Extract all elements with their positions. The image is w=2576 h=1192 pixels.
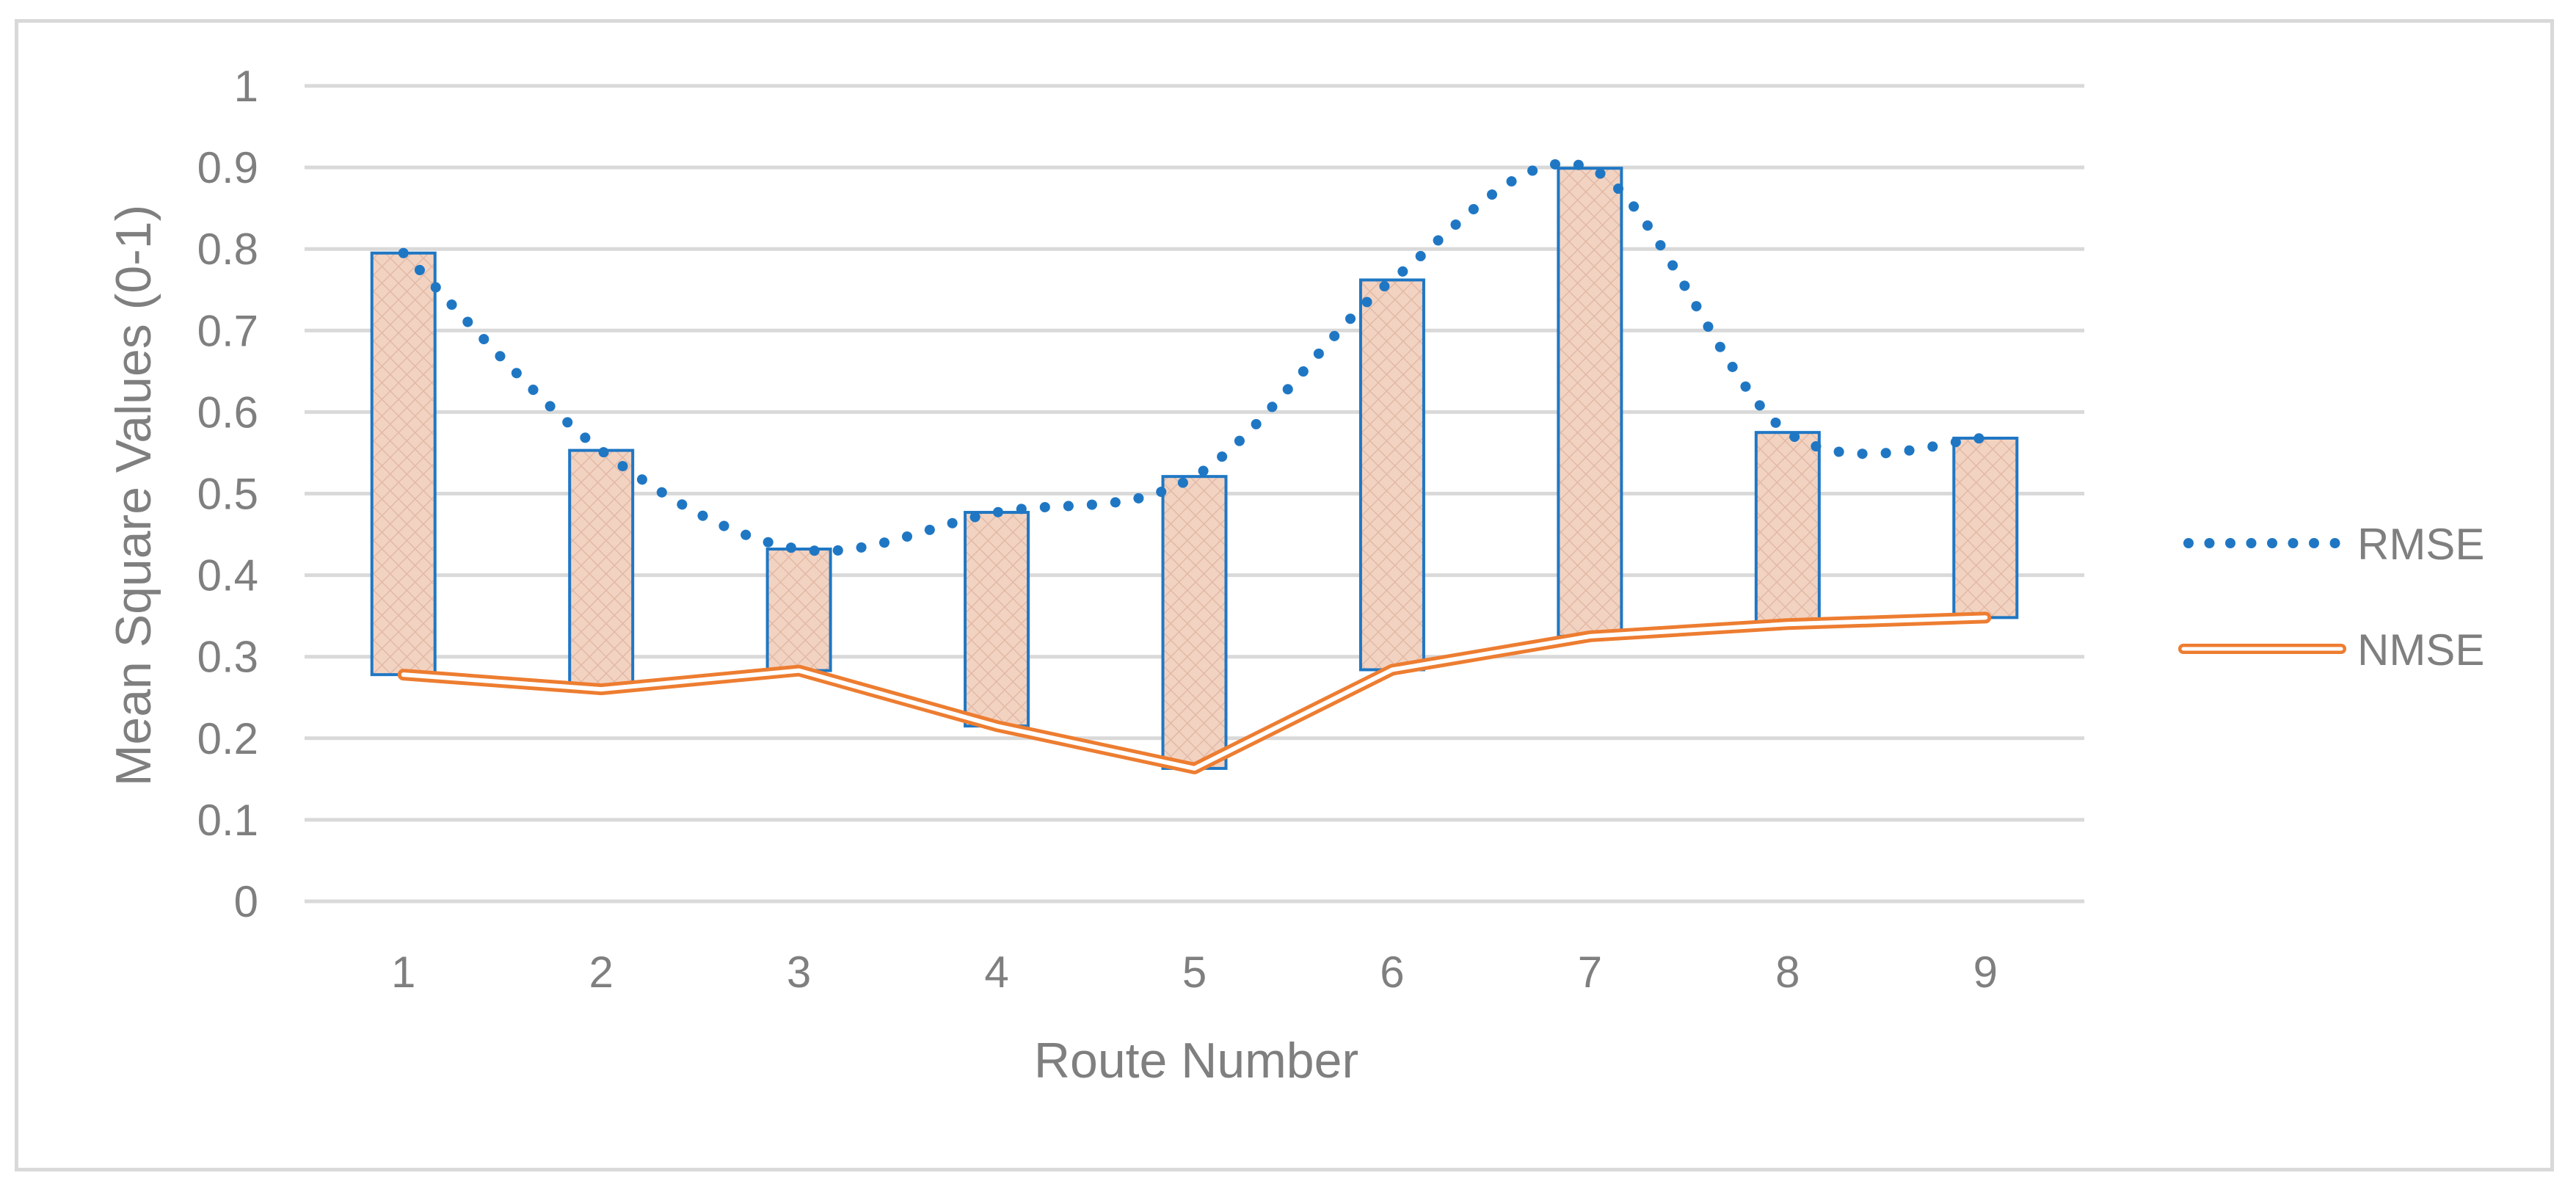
x-tick-label-3: 3 — [787, 948, 811, 997]
y-tick-label-7: 0.7 — [197, 306, 258, 355]
range-bars — [370, 167, 2019, 770]
legend-rmse-dot-8 — [2329, 538, 2340, 548]
nmse-line-inner — [401, 615, 1988, 771]
x-tick-label-8: 8 — [1775, 948, 1800, 997]
range-bar-7 — [1557, 167, 1623, 638]
legend: RMSE NMSE — [2178, 520, 2484, 675]
legend-rmse-dot-4 — [2246, 538, 2257, 548]
range-bar-4 — [964, 511, 1030, 728]
legend-rmse-dot-5 — [2267, 538, 2277, 548]
y-tick-label-3: 0.3 — [197, 633, 258, 682]
y-tick-label-8: 0.8 — [197, 225, 258, 274]
y-tick-label-2: 0.2 — [197, 714, 258, 763]
legend-rmse-marker — [2183, 538, 2340, 548]
y-axis-title: Mean Square Values (0-1) — [106, 205, 161, 787]
y-tick-label-6: 0.6 — [197, 388, 258, 437]
x-tick-label-1: 1 — [391, 948, 415, 997]
x-tick-label-5: 5 — [1182, 948, 1207, 997]
legend-rmse-dot-7 — [2309, 538, 2319, 548]
x-tick-label-9: 9 — [1973, 948, 1998, 997]
y-tick-label-5: 0.5 — [197, 470, 258, 519]
nmse-series — [397, 611, 1992, 774]
x-tick-label-4: 4 — [984, 948, 1008, 997]
legend-rmse-dot-1 — [2183, 538, 2194, 548]
y-tick-label-1: 0.1 — [197, 796, 258, 845]
range-bar-1 — [370, 251, 437, 677]
range-bar-6 — [1358, 278, 1425, 672]
legend-rmse-dot-6 — [2288, 538, 2299, 548]
y-tick-label-4: 0.4 — [197, 551, 258, 600]
y-tick-label-0: 0 — [234, 877, 258, 926]
legend-nmse-label: NMSE — [2357, 625, 2484, 675]
rmse-series — [398, 159, 1991, 556]
y-tick-label-10: 1 — [234, 62, 258, 111]
range-bar-9 — [1952, 436, 2019, 619]
x-axis-title: Route Number — [1034, 1033, 1358, 1089]
rmse-line — [398, 159, 1991, 556]
chart-frame — [15, 19, 2554, 1171]
x-tick-label-2: 2 — [589, 948, 613, 997]
x-axis-tick-labels: 1 2 3 4 5 6 7 8 9 — [391, 948, 1998, 997]
legend-rmse-label: RMSE — [2357, 520, 2484, 569]
range-bar-3 — [765, 548, 832, 672]
range-bar-5 — [1161, 475, 1228, 770]
range-bar-2 — [568, 448, 635, 691]
x-tick-label-6: 6 — [1380, 948, 1404, 997]
range-bar-8 — [1754, 431, 1821, 626]
legend-item-nmse: NMSE — [2178, 625, 2484, 675]
legend-item-rmse: RMSE — [2183, 520, 2484, 569]
y-tick-label-9: 0.9 — [197, 143, 258, 192]
y-axis-tick-labels: 0 0.1 0.2 0.3 0.4 0.5 0.6 0.7 0.8 0.9 1 — [197, 62, 258, 926]
legend-rmse-dot-3 — [2225, 538, 2235, 548]
x-tick-label-7: 7 — [1578, 948, 1602, 997]
legend-rmse-dot-2 — [2204, 538, 2215, 548]
